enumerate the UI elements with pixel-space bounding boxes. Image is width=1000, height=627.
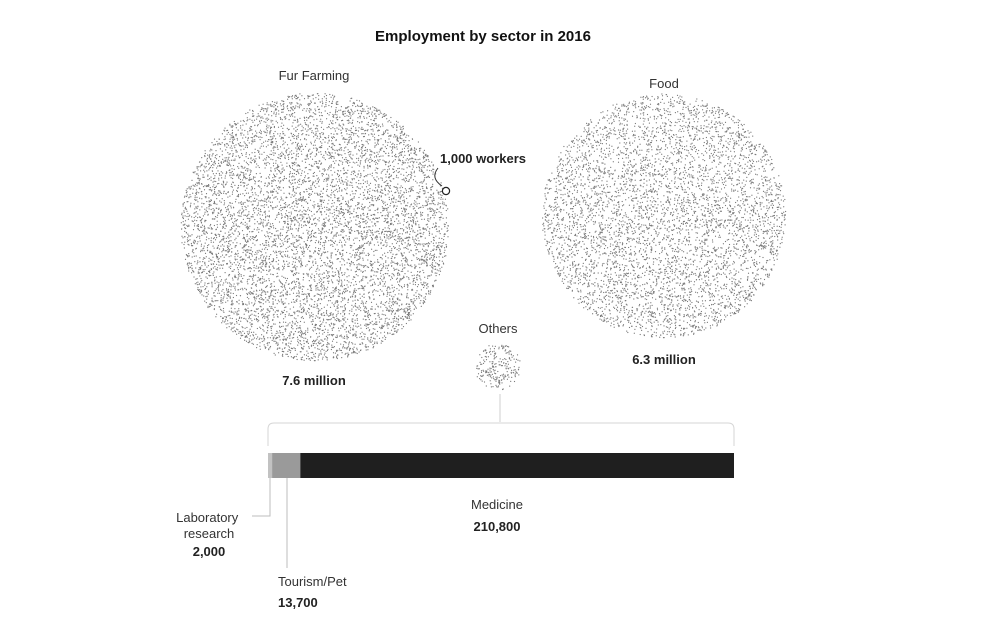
bubble-label-others: Others <box>478 321 518 336</box>
bubble-layer <box>180 92 787 391</box>
breakdown-bracket <box>267 422 735 446</box>
unit-callout-marker <box>441 186 451 196</box>
bar-segment-medicine <box>300 453 734 478</box>
segment-label-laboratory: Laboratory research <box>176 510 242 541</box>
segment-label-medicine: Medicine <box>471 497 523 512</box>
bubble-value-fur-farming: 7.6 million <box>282 373 346 388</box>
bubble-food <box>541 93 787 339</box>
bubble-dots-fur-farming <box>180 92 449 362</box>
chart-title: Employment by sector in 2016 <box>375 28 591 45</box>
bubble-others <box>476 344 521 391</box>
segment-value-laboratory: 2,000 <box>193 544 226 559</box>
bubble-value-food: 6.3 million <box>632 352 696 367</box>
segment-label-tourism: Tourism/Pet <box>278 574 347 589</box>
bubble-dots-food <box>541 93 787 339</box>
bubble-label-fur-farming: Fur Farming <box>279 68 350 83</box>
unit-callout-line <box>434 167 443 187</box>
segment-value-tourism: 13,700 <box>278 595 318 610</box>
unit-callout-label: 1,000 workers <box>440 151 526 166</box>
segment-leader-laboratory <box>252 478 271 517</box>
bubble-dots-others <box>476 344 521 391</box>
bubble-label-food: Food <box>649 76 679 91</box>
bar-segment-laboratory <box>268 453 273 478</box>
stacked-bar <box>268 453 734 478</box>
bubble-fur-farming <box>180 92 449 362</box>
bar-segment-tourism <box>272 453 301 478</box>
segment-value-medicine: 210,800 <box>474 519 521 534</box>
